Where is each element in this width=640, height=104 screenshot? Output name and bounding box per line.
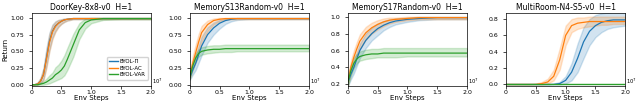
Text: $\mathregular{10^7}$: $\mathregular{10^7}$	[310, 77, 321, 86]
X-axis label: Env Steps: Env Steps	[548, 95, 583, 101]
Text: $\mathregular{10^7}$: $\mathregular{10^7}$	[627, 77, 637, 86]
Legend: BYOL-Π, BYOL-AC, BYOL-VAR: BYOL-Π, BYOL-AC, BYOL-VAR	[107, 57, 148, 80]
X-axis label: Env Steps: Env Steps	[390, 95, 425, 101]
X-axis label: Env Steps: Env Steps	[232, 95, 267, 101]
Text: $\mathregular{10^7}$: $\mathregular{10^7}$	[152, 77, 163, 86]
Title: MemoryS17Random-v0  H=1: MemoryS17Random-v0 H=1	[352, 3, 463, 12]
Title: MemoryS13Random-v0  H=1: MemoryS13Random-v0 H=1	[194, 3, 305, 12]
Title: DoorKey-8x8-v0  H=1: DoorKey-8x8-v0 H=1	[50, 3, 132, 12]
X-axis label: Env Steps: Env Steps	[74, 95, 109, 101]
Text: $\mathregular{10^7}$: $\mathregular{10^7}$	[468, 77, 479, 86]
Title: MultiRoom-N4-S5-v0  H=1: MultiRoom-N4-S5-v0 H=1	[516, 3, 616, 12]
Y-axis label: Return: Return	[3, 38, 9, 61]
